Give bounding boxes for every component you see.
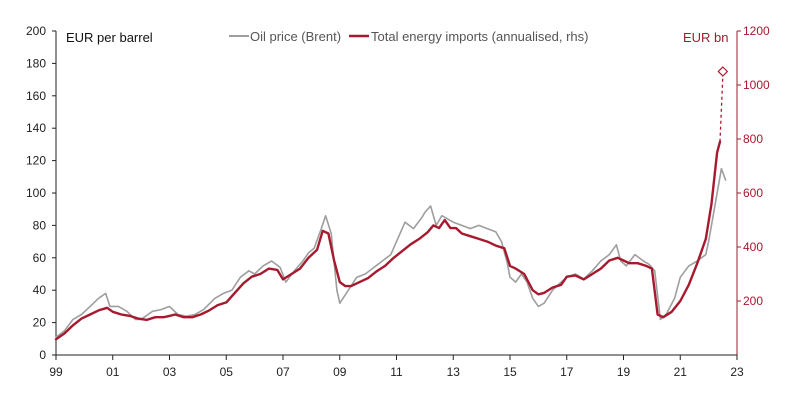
x-tick-label: 19 xyxy=(617,365,631,379)
x-tick-label: 13 xyxy=(447,365,461,379)
projection-dashed-line xyxy=(719,76,724,142)
x-tick-label: 23 xyxy=(730,365,744,379)
series-layer xyxy=(54,140,727,341)
x-tick-label: 09 xyxy=(333,365,347,379)
left-tick-label: 180 xyxy=(26,56,46,70)
right-tick-label: 800 xyxy=(743,132,763,146)
right-tick-label: 1000 xyxy=(743,78,770,92)
left-tick-label: 80 xyxy=(33,218,47,232)
left-tick-label: 0 xyxy=(39,348,46,362)
right-tick-label: 600 xyxy=(743,186,763,200)
legend: Oil price (Brent) Total energy imports (… xyxy=(229,29,589,44)
annotation-layer xyxy=(717,66,729,142)
right-axis-ticks: 200 400 600 800 1000 1200 xyxy=(737,24,770,308)
right-tick-label: 1200 xyxy=(743,24,770,38)
left-tick-label: 140 xyxy=(26,121,46,135)
x-tick-label: 07 xyxy=(276,365,290,379)
x-tick-label: 15 xyxy=(503,365,517,379)
right-tick-label: 400 xyxy=(743,240,763,254)
left-tick-label: 60 xyxy=(33,251,47,265)
x-tick-label: 11 xyxy=(390,365,403,379)
right-tick-label: 200 xyxy=(743,294,763,308)
series-line-energy-imports xyxy=(54,140,722,341)
left-tick-label: 120 xyxy=(26,154,46,168)
x-tick-label: 03 xyxy=(163,365,177,379)
left-tick-label: 200 xyxy=(26,24,46,38)
legend-label-energy-imports: Total energy imports (annualised, rhs) xyxy=(371,29,589,44)
left-tick-label: 20 xyxy=(33,316,47,330)
series-line-oil-price xyxy=(55,167,727,339)
left-axis-ticks: 0 20 40 60 80 100 120 140 160 180 200 xyxy=(26,24,56,362)
x-tick-label: 21 xyxy=(674,365,688,379)
left-tick-label: 160 xyxy=(26,89,46,103)
x-axis-ticks: 99 01 03 05 07 09 11 13 15 17 19 21 23 xyxy=(49,355,744,379)
x-tick-label: 05 xyxy=(220,365,234,379)
left-axis-title: EUR per barrel xyxy=(66,30,153,45)
x-tick-label: 17 xyxy=(560,365,574,379)
projection-diamond-marker xyxy=(717,66,729,77)
right-axis-title: EUR bn xyxy=(683,30,729,45)
legend-label-oil-price: Oil price (Brent) xyxy=(250,29,341,44)
left-tick-label: 40 xyxy=(33,283,47,297)
x-tick-label: 01 xyxy=(106,365,120,379)
left-tick-label: 100 xyxy=(26,186,46,200)
x-tick-label: 99 xyxy=(49,365,63,379)
